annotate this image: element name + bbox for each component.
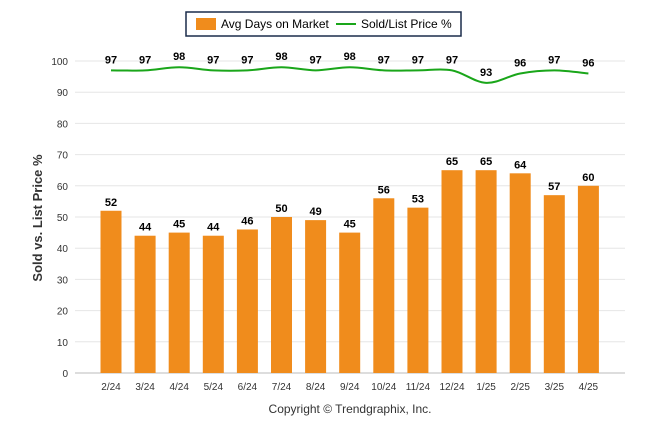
bar-data-label: 57	[548, 181, 560, 193]
y-tick-label: 60	[57, 182, 69, 193]
bar	[168, 232, 190, 373]
bar	[271, 217, 292, 373]
y-tick-label: 50	[57, 213, 69, 224]
bar-data-label: 53	[412, 194, 424, 206]
bar-data-label: 50	[275, 203, 287, 215]
line-data-label: 98	[173, 51, 185, 63]
y-axis-label: Sold vs. List Price %	[30, 154, 45, 282]
bar-data-label: 49	[309, 206, 321, 218]
bar	[134, 235, 156, 373]
y-tick-label: 30	[57, 275, 69, 286]
y-tick-label: 20	[57, 307, 69, 318]
legend-bar-swatch	[196, 18, 216, 30]
bar	[441, 170, 463, 373]
x-tick-label: 12/24	[439, 382, 464, 393]
bar	[509, 173, 531, 373]
line-data-label: 97	[241, 54, 253, 66]
line-data-label: 97	[548, 54, 560, 66]
x-tick-label: 1/25	[476, 382, 496, 393]
line-data-label: 97	[139, 54, 151, 66]
bar-data-label: 64	[514, 159, 527, 171]
bar-data-label: 65	[446, 156, 458, 168]
bar-data-label: 45	[344, 219, 356, 231]
line-data-label: 97	[412, 54, 424, 66]
bar	[475, 170, 497, 373]
bar-series	[100, 170, 599, 373]
bar	[305, 220, 327, 373]
bar	[373, 198, 395, 373]
bar-data-label: 56	[378, 184, 390, 196]
y-tick-label: 90	[57, 88, 69, 99]
line-data-label: 97	[378, 54, 390, 66]
bar	[202, 235, 224, 373]
line-series	[110, 66, 589, 84]
y-tick-label: 40	[57, 244, 69, 255]
bar-data-label: 44	[207, 222, 220, 234]
legend-bar-label: Avg Days on Market	[221, 17, 329, 31]
line-data-label: 98	[344, 51, 356, 63]
x-tick-label: 3/25	[545, 382, 565, 393]
bar-data-label: 46	[241, 215, 253, 227]
legend-box	[185, 11, 462, 37]
line-data-label: 93	[480, 67, 492, 79]
bar	[577, 185, 599, 373]
x-axis-ticks: 2/24 3/24 4/24 5/24 6/24 7/24 8/24 9/24 10/24 11/…	[101, 382, 598, 393]
x-tick-label: 2/24	[101, 382, 121, 393]
bar	[339, 232, 361, 373]
bar-data-labels: 52 44 45 44 46 50 49 45 56 53 65 65 64 57 60	[105, 156, 595, 234]
line-data-label: 97	[446, 54, 458, 66]
y-tick-label: 10	[57, 338, 69, 349]
y-tick-label: 70	[57, 151, 69, 162]
x-tick-label: 5/24	[204, 382, 224, 393]
x-tick-label: 10/24	[371, 382, 396, 393]
bar	[236, 229, 258, 373]
bar	[100, 210, 122, 373]
bar-data-label: 65	[480, 156, 492, 168]
y-tick-label: 80	[57, 119, 69, 130]
legend-line-label: Sold/List Price %	[361, 17, 452, 31]
x-tick-label: 8/24	[306, 382, 326, 393]
line-data-label: 97	[207, 54, 219, 66]
line-data-label: 97	[105, 54, 117, 66]
x-tick-label: 6/24	[238, 382, 258, 393]
line-data-label: 97	[309, 54, 321, 66]
bar	[407, 207, 429, 373]
x-tick-label: 4/25	[579, 382, 599, 393]
line-path	[110, 66, 589, 84]
x-tick-label: 3/24	[135, 382, 155, 393]
line-data-labels: 97 97 98 97 97 98 97 98 97 97 97 93 96 97 96	[105, 51, 595, 79]
copyright-text: Copyright © Trendgraphix, Inc.	[269, 402, 432, 416]
y-tick-label: 0	[62, 369, 68, 380]
bar-data-label: 52	[105, 197, 117, 209]
line-data-label: 96	[514, 57, 526, 69]
line-data-label: 98	[275, 51, 287, 63]
y-tick-label: 100	[51, 57, 68, 68]
x-tick-label: 4/24	[169, 382, 189, 393]
x-tick-label: 9/24	[340, 382, 360, 393]
x-tick-label: 11/24	[406, 382, 431, 393]
bar-data-label: 45	[173, 219, 185, 231]
bar-data-label: 44	[139, 222, 152, 234]
x-tick-label: 2/25	[510, 382, 530, 393]
bar-data-label: 60	[582, 172, 594, 184]
bar	[543, 195, 565, 373]
y-axis-ticks: 0 10 20 30 40 50 60 70 80 90 100	[51, 57, 68, 380]
x-tick-label: 7/24	[272, 382, 292, 393]
legend: Avg Days on Market Sold/List Price %	[185, 11, 462, 37]
line-data-label: 96	[582, 57, 594, 69]
